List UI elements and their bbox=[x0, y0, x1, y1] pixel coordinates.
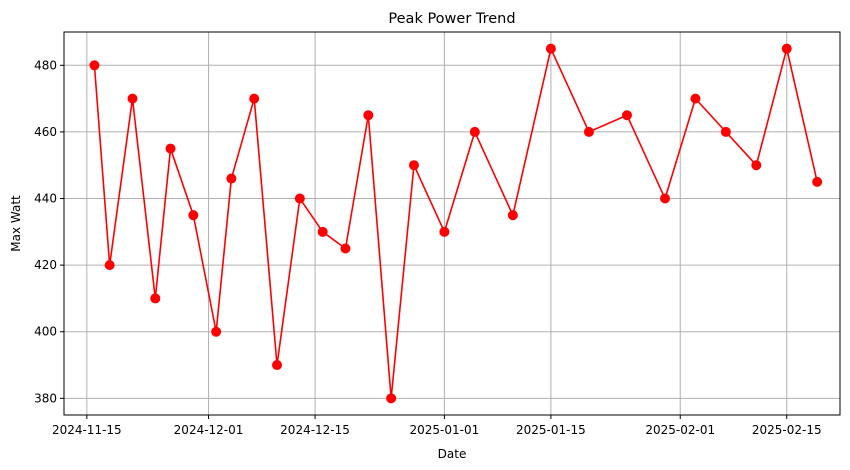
data-point bbox=[386, 393, 397, 404]
data-point bbox=[583, 126, 594, 137]
y-axis: 380 400 420 440 460 480 bbox=[34, 58, 64, 405]
data-point bbox=[812, 176, 823, 187]
x-tick-label: 2024-12-01 bbox=[174, 423, 244, 437]
data-point bbox=[188, 210, 199, 221]
data-point bbox=[751, 160, 762, 171]
grid bbox=[64, 32, 840, 415]
x-tick-label: 2024-11-15 bbox=[52, 423, 122, 437]
x-tick-label: 2025-01-01 bbox=[410, 423, 480, 437]
chart-title: Peak Power Trend bbox=[388, 11, 515, 27]
series-line bbox=[93, 47, 818, 400]
x-tick-label: 2025-02-15 bbox=[752, 423, 822, 437]
data-point bbox=[165, 143, 176, 154]
data-point bbox=[781, 43, 792, 54]
plot-frame bbox=[63, 31, 841, 416]
data-point bbox=[150, 293, 161, 304]
data-point bbox=[545, 43, 556, 54]
x-axis: 2024-11-15 2024-12-01 2024-12-15 2025-01-01… bbox=[52, 415, 822, 437]
y-tick-label: 420 bbox=[34, 258, 57, 272]
data-point bbox=[272, 360, 283, 371]
y-tick-label: 460 bbox=[34, 125, 57, 139]
data-point bbox=[89, 60, 100, 71]
x-tick-label: 2024-12-15 bbox=[280, 423, 350, 437]
data-point bbox=[249, 93, 260, 104]
data-point bbox=[294, 193, 305, 204]
data-point bbox=[660, 193, 671, 204]
data-point bbox=[408, 160, 419, 171]
data-point bbox=[720, 126, 731, 137]
data-point bbox=[690, 93, 701, 104]
data-point bbox=[621, 110, 632, 121]
data-point bbox=[340, 243, 351, 254]
data-point bbox=[317, 226, 328, 237]
series-0 bbox=[89, 43, 823, 404]
series-layer bbox=[89, 43, 823, 404]
y-tick-label: 440 bbox=[34, 192, 57, 206]
data-point bbox=[507, 210, 518, 221]
y-tick-label: 380 bbox=[34, 391, 57, 405]
x-tick-label: 2025-02-01 bbox=[645, 423, 715, 437]
data-point bbox=[439, 226, 450, 237]
data-point bbox=[127, 93, 138, 104]
data-point bbox=[226, 173, 237, 184]
y-tick-label: 480 bbox=[34, 58, 57, 72]
y-axis-title: Max Watt bbox=[9, 195, 23, 252]
data-point bbox=[363, 110, 374, 121]
y-tick-label: 400 bbox=[34, 325, 57, 339]
x-tick-label: 2025-01-15 bbox=[516, 423, 586, 437]
x-axis-title: Date bbox=[438, 447, 467, 461]
data-point bbox=[211, 326, 222, 337]
data-point bbox=[469, 126, 480, 137]
data-point bbox=[104, 260, 115, 271]
